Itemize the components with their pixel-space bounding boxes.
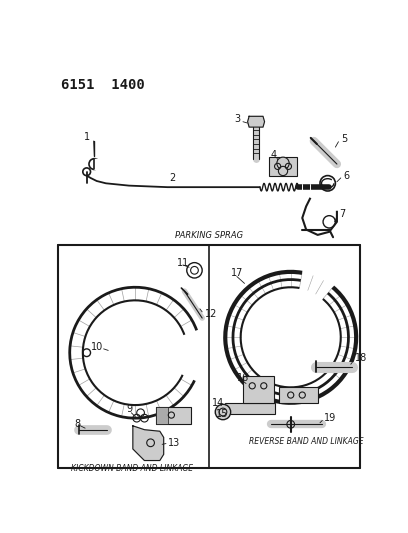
Text: 16: 16 [237, 373, 249, 383]
Text: 15: 15 [216, 409, 228, 419]
Bar [243, 376, 274, 403]
Text: 13: 13 [168, 438, 180, 448]
Text: 10: 10 [91, 342, 103, 352]
Text: PARKING SPRAG: PARKING SPRAG [175, 230, 243, 239]
Text: REVERSE BAND AND LINKAGE: REVERSE BAND AND LINKAGE [249, 438, 364, 447]
Text: 6: 6 [343, 171, 349, 181]
Text: 11: 11 [177, 257, 189, 268]
Text: 8: 8 [74, 418, 80, 429]
Text: 6151  1400: 6151 1400 [61, 78, 145, 92]
Polygon shape [248, 116, 264, 127]
Bar [225, 403, 275, 414]
Text: 3: 3 [235, 115, 241, 124]
Text: 18: 18 [355, 353, 367, 363]
Text: 14: 14 [212, 398, 224, 408]
Circle shape [278, 166, 288, 175]
Text: 1: 1 [84, 132, 91, 142]
Text: 2: 2 [169, 173, 175, 183]
Bar [156, 407, 191, 424]
Bar [156, 407, 168, 424]
Text: 19: 19 [324, 413, 336, 423]
Polygon shape [133, 426, 164, 461]
Circle shape [215, 405, 231, 419]
Text: 12: 12 [204, 309, 217, 319]
Circle shape [277, 157, 289, 169]
Text: 4: 4 [271, 150, 277, 160]
Bar [279, 387, 318, 403]
Text: 7: 7 [339, 209, 346, 219]
Text: KICKDOWN BAND AND LINKAGE: KICKDOWN BAND AND LINKAGE [71, 464, 193, 473]
Bar [269, 157, 297, 175]
Text: 17: 17 [231, 269, 243, 278]
Text: 5: 5 [341, 134, 347, 144]
Text: 9: 9 [126, 404, 132, 414]
